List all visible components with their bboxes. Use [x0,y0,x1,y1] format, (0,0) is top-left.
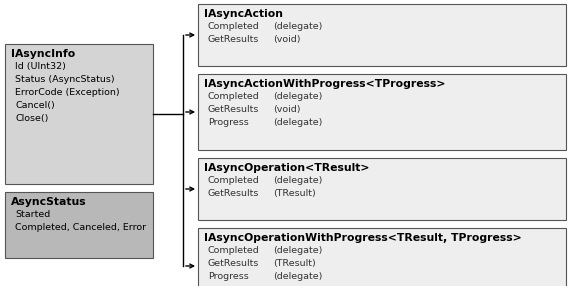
Text: Started: Started [15,210,50,219]
FancyBboxPatch shape [5,44,153,184]
Text: Completed, Canceled, Error: Completed, Canceled, Error [15,223,146,232]
Text: Completed: Completed [208,92,260,101]
Text: GetResults: GetResults [208,259,259,268]
Text: IAsyncInfo: IAsyncInfo [11,49,75,59]
Text: Progress: Progress [208,118,249,127]
Text: IAsyncOperationWithProgress<TResult, TProgress>: IAsyncOperationWithProgress<TResult, TPr… [204,233,522,243]
Text: ErrorCode (Exception): ErrorCode (Exception) [15,88,120,97]
Text: Cancel(): Cancel() [15,101,55,110]
Text: (TResult): (TResult) [273,259,316,268]
Text: (delegate): (delegate) [273,176,323,185]
Text: (void): (void) [273,105,301,114]
Text: Close(): Close() [15,114,48,123]
FancyBboxPatch shape [198,74,566,150]
Text: IAsyncActionWithProgress<TProgress>: IAsyncActionWithProgress<TProgress> [204,79,445,89]
FancyBboxPatch shape [198,4,566,66]
Text: Id (UInt32): Id (UInt32) [15,62,66,71]
Text: Status (AsyncStatus): Status (AsyncStatus) [15,75,115,84]
Text: (delegate): (delegate) [273,246,323,255]
Text: IAsyncAction: IAsyncAction [204,9,283,19]
FancyBboxPatch shape [198,228,566,286]
Text: (delegate): (delegate) [273,272,323,281]
Text: Completed: Completed [208,246,260,255]
Text: Completed: Completed [208,176,260,185]
Text: (TResult): (TResult) [273,189,316,198]
Text: (delegate): (delegate) [273,92,323,101]
Text: AsyncStatus: AsyncStatus [11,197,86,207]
Text: GetResults: GetResults [208,105,259,114]
Text: (void): (void) [273,35,301,44]
Text: GetResults: GetResults [208,35,259,44]
Text: IAsyncOperation<TResult>: IAsyncOperation<TResult> [204,163,369,173]
Text: (delegate): (delegate) [273,22,323,31]
FancyBboxPatch shape [198,158,566,220]
Text: Completed: Completed [208,22,260,31]
Text: GetResults: GetResults [208,189,259,198]
Text: Progress: Progress [208,272,249,281]
Text: (delegate): (delegate) [273,118,323,127]
FancyBboxPatch shape [5,192,153,258]
